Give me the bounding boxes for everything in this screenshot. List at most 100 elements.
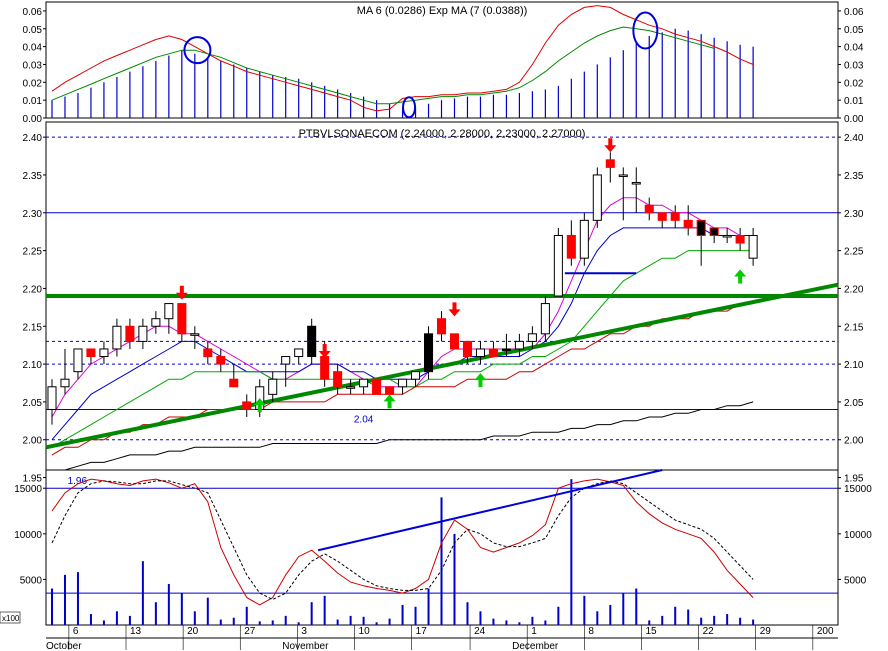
y-tick-label-left: 0.01: [23, 96, 43, 107]
candle-body: [631, 182, 641, 185]
candle-body: [462, 340, 473, 358]
candle-body: [670, 212, 680, 221]
x-tick-label: 13: [130, 626, 142, 637]
candle-body: [268, 378, 278, 395]
candle-body: [216, 356, 226, 365]
buy-signal-arrow: [734, 269, 747, 284]
annotation-low: 1.96: [68, 476, 88, 487]
candle-body: [618, 174, 628, 177]
candle-body: [527, 333, 537, 342]
candle-body: [722, 234, 732, 238]
price-panel: 2.40 2.40 2.35 2.35 2.30 2.30 2.25 2.25 2.20 2.20…: [23, 121, 864, 487]
oscillator-osc-slow: [51, 480, 754, 601]
x-tick-label: 22: [703, 626, 715, 637]
oscillator-osc-fast: [51, 478, 754, 606]
y-tick-label-left: 2.35: [23, 171, 43, 182]
candle-body: [86, 348, 96, 358]
time-axis: 6 13 20 27 3 10 17 24 1 8 15 22 29 200 October November…: [46, 625, 838, 651]
candle-body: [696, 219, 706, 236]
macd-panel: 0.06 0.06 0.05 0.05 0.04 0.04 0.03 0.03 0.02 0.02…: [23, 1, 864, 125]
buy-signal-arrow: [474, 373, 487, 388]
y-tick-label-left: 2.00: [23, 436, 43, 447]
candle-body: [177, 303, 187, 335]
y-tick-label-right: 2.15: [844, 322, 864, 333]
y-tick-label-right: 0.00: [844, 114, 864, 125]
month-label: November: [282, 641, 329, 651]
y-tick-label-left: 1.95: [23, 474, 43, 485]
candle-body: [307, 325, 317, 358]
candle-body: [411, 371, 421, 380]
y-tick-label-right: 0.04: [844, 43, 864, 54]
volume-unit-box: [0, 611, 21, 624]
y-tick-label-right: 2.05: [844, 398, 864, 409]
uptrend-line: [45, 282, 839, 450]
sell-signal-arrow: [318, 344, 331, 359]
candle-body: [644, 204, 654, 214]
x-tick-label: 17: [416, 626, 428, 637]
volume-panel: 15000 15000 10000 10000 5000 5000 x100: [0, 469, 872, 626]
x-tick-label: 1: [531, 626, 537, 637]
candle-body: [385, 386, 395, 395]
buy-signal-arrow: [253, 398, 266, 413]
y-tick-label-left: 5000: [20, 575, 43, 586]
x-tick-label: 24: [474, 626, 486, 637]
y-tick-label-right: 15000: [844, 484, 872, 495]
sell-signal-arrow: [175, 285, 188, 300]
y-tick-label-right: 2.20: [844, 284, 864, 295]
y-tick-label-left: 2.20: [23, 284, 43, 295]
x-tick-label: 8: [588, 626, 594, 637]
x-tick-label: 3: [301, 626, 307, 637]
candle-body: [683, 219, 693, 229]
y-tick-label-right: 2.10: [844, 360, 864, 371]
y-tick-label-right: 0.01: [844, 96, 864, 107]
month-label: October: [46, 641, 82, 651]
y-tick-label-left: 2.25: [23, 247, 43, 258]
y-tick-label-right: 1.95: [844, 474, 864, 485]
candle-body: [566, 234, 576, 259]
y-tick-label-left: 0.02: [23, 78, 43, 89]
y-tick-label-right: 0.03: [844, 60, 864, 71]
y-tick-label-left: 0.05: [23, 25, 43, 36]
candle-body: [605, 159, 615, 168]
x-tick-label: 27: [244, 626, 256, 637]
y-tick-label-right: 10000: [844, 530, 872, 541]
y-tick-label-right: 2.25: [844, 247, 864, 258]
candle-body: [735, 234, 745, 244]
x-tick-label: 10: [359, 626, 371, 637]
macd-line-ma: [51, 5, 754, 112]
oscillator-trendline: [317, 469, 663, 552]
y-tick-label-right: 2.30: [844, 209, 864, 220]
candle-body: [112, 325, 122, 350]
macd-line-ema: [51, 26, 715, 105]
candle-body: [281, 356, 291, 365]
candle-body: [501, 348, 511, 351]
candle-body: [294, 348, 304, 358]
candle-body: [592, 174, 602, 221]
y-tick-label-right: 2.00: [844, 436, 864, 447]
price-title: PTBVLSONAECOM (2.24000, 2.28000, 2.23000…: [299, 128, 586, 140]
y-tick-label-left: 15000: [14, 484, 42, 495]
sell-signal-arrow: [604, 138, 617, 153]
candle-body: [553, 234, 563, 297]
candle-body: [709, 227, 719, 236]
candle-body: [748, 234, 758, 259]
candle-body: [657, 212, 667, 221]
candle-body: [47, 386, 57, 410]
candle-body: [359, 378, 369, 388]
candle-body: [333, 371, 343, 388]
candle-body: [164, 303, 174, 320]
candle-body: [138, 325, 148, 342]
candle-body: [436, 318, 447, 335]
annotation-support: 2.04: [354, 414, 374, 425]
candle-body: [229, 378, 239, 388]
candle-body: [151, 318, 161, 327]
candle-body: [514, 340, 524, 350]
x-tick-label: 20: [187, 626, 199, 637]
volume-unit-label: x100: [2, 614, 20, 623]
x-tick-label: 200: [817, 626, 834, 637]
y-tick-label-right: 5000: [844, 575, 867, 586]
candle-body: [99, 348, 109, 358]
y-tick-label-left: 2.40: [23, 133, 43, 144]
candle-body: [372, 378, 382, 395]
